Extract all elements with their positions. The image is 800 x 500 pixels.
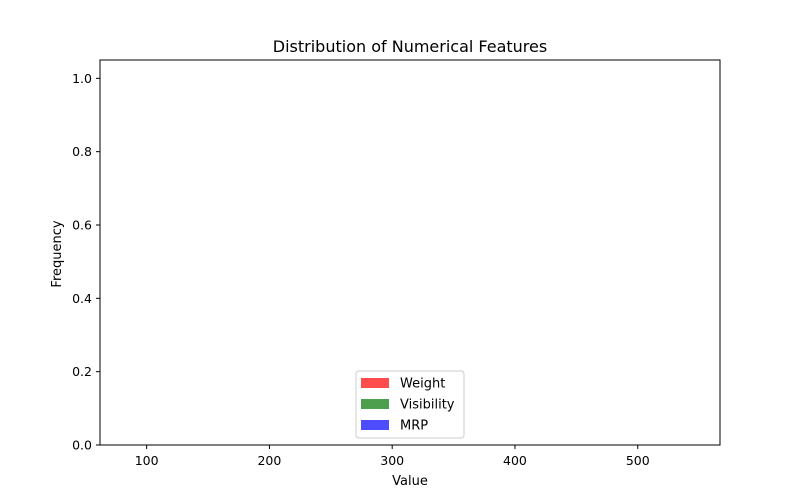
chart-title: Distribution of Numerical Features [273,37,547,56]
legend-label: MRP [400,419,428,434]
legend-label: Visibility [400,398,455,413]
legend-swatch [361,399,389,409]
y-tick-label: 0.2 [72,364,92,379]
x-axis-label: Value [392,474,428,489]
plot-area [99,59,721,446]
legend: Weight Visibility MRP [355,370,465,439]
x-tick-label: 100 [135,453,159,468]
legend-swatch [361,420,389,430]
y-axis-label: Frequency [50,220,65,287]
y-tick-label: 0.6 [72,218,92,233]
plot-frame [99,59,721,446]
y-tick-label: 0.8 [72,144,92,159]
legend-swatch [361,378,389,388]
y-tick-label: 0.4 [72,291,92,306]
x-axis-ticks: 100 200 300 400 500 [135,445,650,468]
legend-label: Weight [400,377,445,392]
x-tick-label: 200 [257,453,281,468]
y-tick-label: 0.0 [72,438,92,453]
x-tick-label: 500 [626,453,650,468]
x-tick-label: 300 [380,453,404,468]
y-tick-label: 1.0 [72,71,92,86]
y-axis-ticks: 0.0 0.2 0.4 0.6 0.8 1.0 [72,71,100,453]
x-tick-label: 400 [503,453,527,468]
